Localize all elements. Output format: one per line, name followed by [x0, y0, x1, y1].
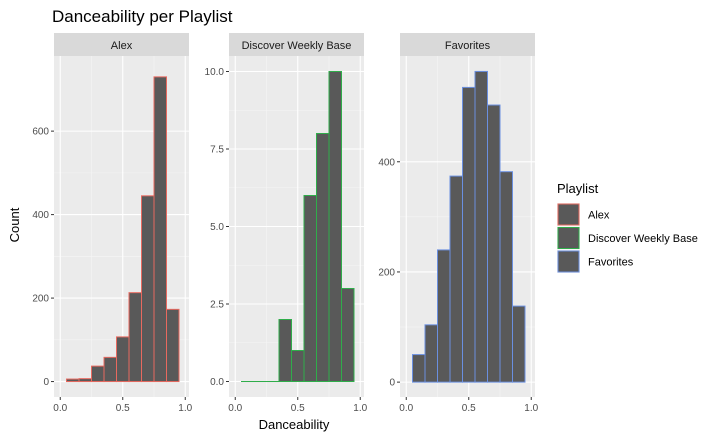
x-tick-label: 0.0	[399, 403, 413, 414]
legend-swatch	[557, 203, 580, 226]
histogram-bar	[316, 133, 330, 382]
histogram-bar	[116, 336, 130, 383]
y-tick-label: 600	[32, 127, 49, 138]
legend-label: Alex	[588, 210, 610, 222]
facet-strip-label: Favorites	[445, 40, 491, 52]
legend-swatch	[557, 250, 580, 273]
histogram-bar	[341, 288, 355, 382]
legend-label: Discover Weekly Base	[588, 233, 698, 245]
legend-item-discover-weekly-base: Discover Weekly Base	[557, 226, 698, 250]
x-axis-title: Danceability	[259, 417, 330, 432]
x-tick-label: 0.5	[462, 403, 476, 414]
legend-item-favorites: Favorites	[557, 250, 634, 273]
y-tick-label: 200	[32, 294, 49, 305]
facet-strip-label: Discover Weekly Base	[242, 40, 352, 52]
facet-strip	[54, 33, 189, 56]
histogram-bar	[153, 76, 167, 383]
histogram-bar	[166, 308, 180, 383]
histogram-bar	[128, 292, 142, 383]
facet-panel-alex: Alex 0 200 400 600 0.0 0.5 1.0	[32, 33, 193, 414]
y-tick-label: 5.0	[210, 222, 224, 233]
histogram-bar	[278, 319, 292, 382]
histogram-bar	[328, 71, 342, 382]
histogram-bar	[424, 324, 438, 383]
x-tick-label: 1.0	[524, 403, 538, 414]
legend: Playlist Alex Discover Weekly Base Favorit…	[557, 181, 698, 273]
legend-item-alex: Alex	[557, 203, 610, 226]
histogram-bar	[449, 175, 463, 383]
histogram-bar	[474, 70, 488, 383]
facet-strip	[400, 33, 535, 56]
y-tick-label: 400	[378, 157, 395, 168]
histogram-bar	[462, 86, 476, 383]
histogram-bar	[91, 365, 105, 383]
y-tick-label: 2.5	[210, 300, 224, 311]
y-axis-title: Count	[7, 207, 22, 242]
legend-swatch	[557, 227, 580, 249]
histogram-bar	[303, 195, 317, 382]
histogram-bar	[78, 378, 92, 383]
y-tick-label: 7.5	[210, 145, 224, 156]
x-tick-label: 1.0	[353, 403, 367, 414]
histogram-bar	[487, 104, 501, 383]
legend-title: Playlist	[557, 181, 599, 196]
y-tick-label: 10.0	[205, 67, 225, 78]
x-tick-label: 0.0	[53, 403, 67, 414]
y-tick-label: 200	[378, 267, 395, 278]
histogram-bar	[291, 350, 305, 382]
y-tick-label: 0	[389, 378, 395, 389]
facet-panel-discover-weekly-base: Discover Weekly Base 0.0 2.5 5.0 7.5 10.0 0.0 0…	[205, 33, 368, 414]
x-tick-label: 0.0	[228, 403, 242, 414]
histogram-bar	[499, 171, 513, 383]
facet-strip-label: Alex	[111, 40, 133, 52]
x-tick-label: 0.5	[291, 403, 305, 414]
histogram-bar	[103, 356, 117, 383]
histogram-bar	[141, 195, 155, 383]
x-tick-label: 1.0	[178, 403, 192, 414]
x-tick-label: 0.5	[116, 403, 130, 414]
legend-label: Favorites	[588, 257, 634, 269]
histogram-bar	[437, 249, 451, 383]
histogram-bar	[66, 378, 80, 383]
chart-title: Danceability per Playlist	[52, 7, 233, 26]
y-tick-label: 0	[43, 377, 49, 388]
y-tick-label: 0.0	[210, 377, 224, 388]
facet-panel-favorites: Favorites 0 200 400 0.0 0.5 1.0	[378, 33, 539, 414]
facet-strip	[229, 33, 364, 56]
histogram-bar	[412, 354, 426, 383]
y-tick-label: 400	[32, 210, 49, 221]
histogram-bar	[512, 305, 526, 383]
